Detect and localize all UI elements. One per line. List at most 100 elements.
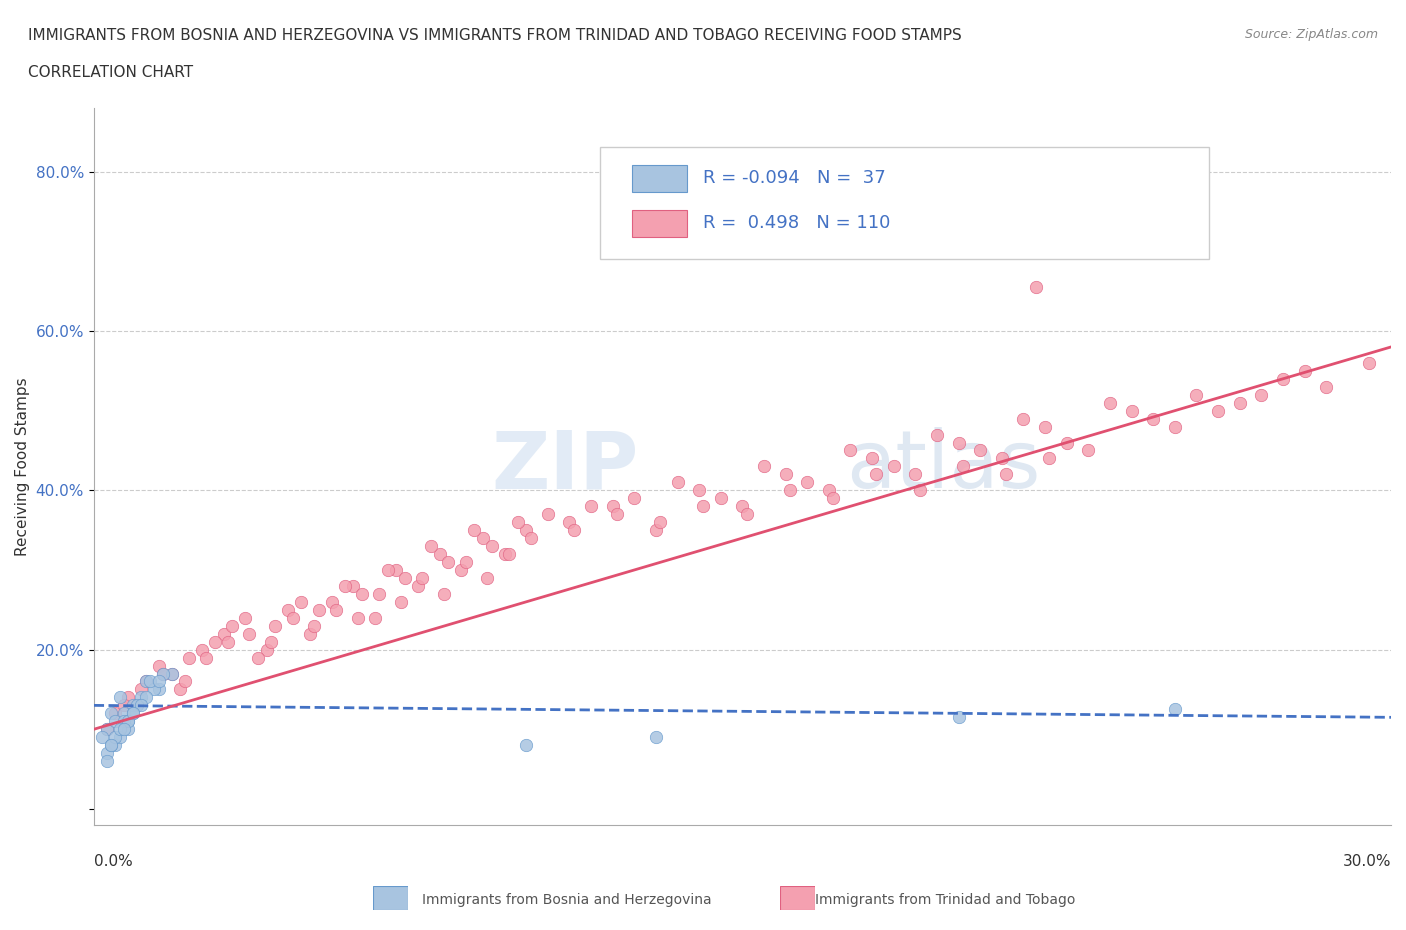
Point bbox=[148, 682, 170, 697]
Point bbox=[177, 650, 200, 665]
Text: atlas: atlas bbox=[846, 428, 1040, 505]
Text: ZIP: ZIP bbox=[491, 428, 638, 505]
Point bbox=[692, 498, 714, 513]
Point bbox=[1164, 702, 1187, 717]
Point bbox=[925, 427, 948, 442]
Point bbox=[104, 730, 127, 745]
Point bbox=[389, 594, 412, 609]
Point bbox=[135, 674, 157, 689]
Point bbox=[112, 698, 135, 712]
Point bbox=[796, 475, 818, 490]
Point bbox=[281, 610, 304, 625]
Point bbox=[304, 618, 326, 633]
Point bbox=[298, 626, 321, 641]
Point bbox=[735, 507, 758, 522]
Point bbox=[645, 730, 668, 745]
Point bbox=[904, 467, 927, 482]
Point bbox=[606, 507, 628, 522]
Point bbox=[1038, 451, 1060, 466]
FancyBboxPatch shape bbox=[633, 165, 686, 192]
Point bbox=[238, 626, 260, 641]
Point bbox=[463, 523, 485, 538]
Point bbox=[131, 698, 153, 712]
Point bbox=[1229, 395, 1251, 410]
Point bbox=[125, 698, 148, 712]
Point bbox=[481, 538, 503, 553]
Text: CORRELATION CHART: CORRELATION CHART bbox=[28, 65, 193, 80]
Point bbox=[104, 706, 127, 721]
Point bbox=[96, 722, 118, 737]
Point bbox=[506, 514, 529, 529]
Point bbox=[112, 714, 135, 729]
Point bbox=[148, 658, 170, 673]
Point bbox=[731, 498, 754, 513]
Point bbox=[377, 563, 399, 578]
Point bbox=[160, 666, 183, 681]
Point bbox=[839, 443, 862, 458]
Point bbox=[1077, 443, 1099, 458]
Point bbox=[169, 682, 191, 697]
Point bbox=[710, 491, 733, 506]
Point bbox=[195, 650, 218, 665]
Point bbox=[290, 594, 312, 609]
Point bbox=[562, 523, 585, 538]
Point bbox=[865, 467, 887, 482]
Point bbox=[1121, 404, 1143, 418]
Point bbox=[1294, 364, 1316, 379]
Point bbox=[908, 483, 931, 498]
Point bbox=[1056, 435, 1078, 450]
Point bbox=[515, 523, 537, 538]
Point bbox=[100, 737, 122, 752]
Text: 0.0%: 0.0% bbox=[94, 854, 132, 869]
Point bbox=[515, 737, 537, 752]
Point bbox=[112, 706, 135, 721]
Y-axis label: Receiving Food Stamps: Receiving Food Stamps bbox=[15, 378, 30, 556]
Point bbox=[131, 690, 153, 705]
Point bbox=[96, 753, 118, 768]
Point bbox=[1250, 387, 1272, 402]
Point bbox=[346, 610, 368, 625]
Point bbox=[212, 626, 235, 641]
Point bbox=[1164, 419, 1187, 434]
Point bbox=[477, 570, 499, 585]
Text: R = -0.094   N =  37: R = -0.094 N = 37 bbox=[703, 169, 886, 187]
Point bbox=[1098, 395, 1121, 410]
Point bbox=[364, 610, 387, 625]
Point bbox=[125, 698, 148, 712]
Point bbox=[100, 737, 122, 752]
Point bbox=[204, 634, 226, 649]
Point bbox=[117, 690, 139, 705]
Point bbox=[108, 730, 131, 745]
Point bbox=[117, 722, 139, 737]
Point bbox=[1142, 411, 1164, 426]
Point bbox=[139, 674, 162, 689]
Point bbox=[277, 603, 299, 618]
Point bbox=[1206, 404, 1229, 418]
Point bbox=[450, 563, 472, 578]
Point bbox=[152, 666, 174, 681]
Point bbox=[537, 507, 560, 522]
Point bbox=[121, 706, 143, 721]
Point bbox=[96, 746, 118, 761]
Point bbox=[429, 547, 451, 562]
FancyBboxPatch shape bbox=[600, 148, 1209, 259]
Point bbox=[823, 491, 845, 506]
Point bbox=[991, 451, 1014, 466]
Point bbox=[160, 666, 183, 681]
Point bbox=[688, 483, 710, 498]
Point bbox=[1033, 419, 1056, 434]
Point bbox=[420, 538, 443, 553]
Text: Immigrants from Trinidad and Tobago: Immigrants from Trinidad and Tobago bbox=[815, 893, 1076, 907]
Point bbox=[247, 650, 270, 665]
Point bbox=[579, 498, 602, 513]
Point bbox=[217, 634, 239, 649]
Point bbox=[645, 523, 668, 538]
Point bbox=[368, 587, 391, 602]
Point bbox=[779, 483, 801, 498]
Point bbox=[952, 459, 974, 474]
Point bbox=[602, 498, 624, 513]
Point bbox=[385, 563, 408, 578]
Text: R =  0.498   N = 110: R = 0.498 N = 110 bbox=[703, 215, 891, 232]
Point bbox=[350, 587, 373, 602]
Point bbox=[650, 514, 672, 529]
